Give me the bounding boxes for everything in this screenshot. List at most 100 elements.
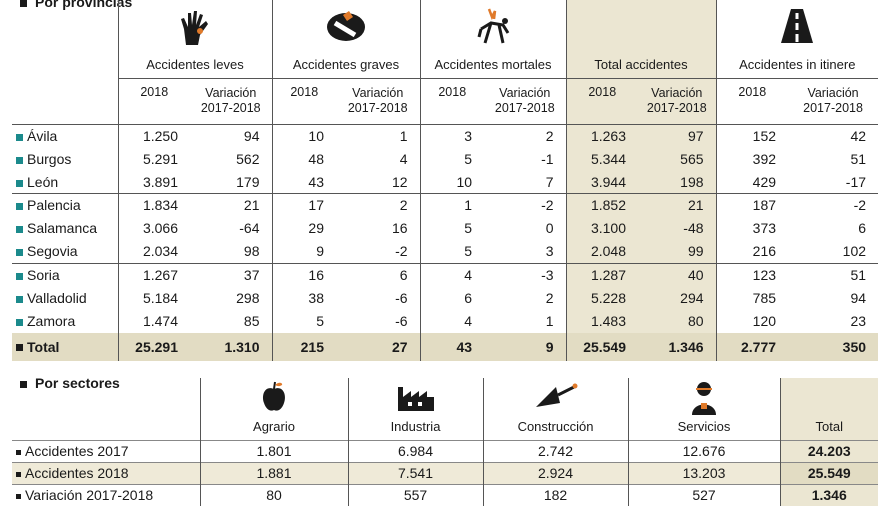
bandage-icon (327, 10, 365, 41)
cell-value: 25.549 (779, 461, 878, 484)
cell-value: 6.984 (347, 439, 483, 462)
cell-value: 3 (545, 243, 554, 260)
cell-value: 21 (190, 193, 272, 217)
province-name: Valladolid (12, 286, 118, 309)
table-row: León 3.891 179 43 12 10 7 3.944 198 429 -17 (12, 170, 878, 194)
sector-header-agrario: Agrario (199, 378, 348, 440)
sector-header-row: Agrario Industria Construcción (12, 378, 878, 440)
cell-value: 527 (627, 483, 780, 506)
bullet-square (16, 295, 23, 303)
cell-value: -2 (395, 243, 408, 260)
sub-header-var: Variación 2017-2018 (190, 77, 272, 124)
cell-value: 40 (638, 262, 717, 287)
cell-value: 38 (271, 286, 336, 310)
cell-value: 2.777 (715, 332, 789, 361)
group-header-row: Accidentes leves Accidentes graves Accid… (12, 0, 879, 78)
cell-value: 29 (271, 216, 336, 240)
cell-value: 5.228 (565, 286, 639, 310)
cell-value: 1.834 (117, 193, 190, 217)
cell-value: 24.203 (779, 439, 878, 462)
cell-value: 1 (545, 313, 554, 330)
cell-value: 4 (419, 262, 485, 287)
cell-value: 1.801 (199, 439, 348, 462)
cell-value: 1.250 (117, 123, 190, 148)
cell-value: -3 (484, 262, 567, 287)
provincias-table: Accidentes leves Accidentes graves Accid… (12, 0, 879, 361)
cell-value: 216 (715, 239, 789, 264)
cell-value: -64 (239, 220, 260, 237)
cell-value: 51 (850, 150, 867, 167)
cell-value: 80 (199, 483, 348, 506)
group-header-total: Total accidentes (565, 0, 717, 78)
sub-header-year: 2018 (715, 77, 789, 124)
sectores-table: Agrario Industria Construcción (12, 378, 878, 506)
total-row: Total 25.291 1.310 215 27 43 9 25.549 1.346 2.777… (12, 332, 879, 361)
cell-value: 99 (638, 239, 717, 264)
sub-header-row: 2018 Variación 2017-2018 2018 Variación 20… (12, 77, 879, 124)
cell-value: 785 (715, 286, 789, 310)
cell-value: 16 (271, 262, 336, 287)
cell-value: 1 (336, 123, 421, 148)
cell-value: 3.100 (565, 216, 639, 240)
cell-value: 4 (399, 150, 408, 167)
cell-value: 1.263 (565, 123, 639, 148)
cell-value: 43 (271, 170, 336, 194)
bullet-square (20, 0, 27, 7)
cell-value: 1 (419, 193, 485, 217)
cell-value: 0 (545, 220, 554, 237)
bullet-square (16, 203, 23, 211)
table-row: Palencia 1.834 21 17 2 1 -2 1.852 21 187 -2 (12, 193, 879, 217)
cell-value: -2 (788, 193, 879, 217)
cell-value: 37 (190, 262, 272, 287)
table-row: Variación 2017-2018 80 557 182 527 1.346 (12, 483, 878, 506)
sector-row-label: Variación 2017-2018 (12, 483, 200, 506)
group-header-leves: Accidentes leves (117, 0, 272, 78)
road-icon (781, 8, 814, 43)
cell-value: 42 (788, 123, 879, 148)
cell-value: 1.346 (779, 483, 878, 506)
cell-value: 179 (236, 173, 260, 190)
cell-value: 16 (391, 220, 408, 237)
cell-value: -6 (395, 289, 408, 306)
cell-value: 298 (236, 289, 260, 306)
cell-value: 1.267 (117, 262, 190, 287)
cell-value: 2 (545, 289, 554, 306)
factory-icon (397, 386, 434, 411)
cell-value: 5.291 (117, 147, 190, 171)
cell-value: 6 (858, 220, 867, 237)
bullet-square (16, 318, 23, 326)
cell-value: -1 (541, 150, 554, 167)
bullet-square (16, 179, 23, 187)
cell-value: 565 (638, 147, 717, 171)
sector-header-servicios: Servicios (627, 378, 780, 440)
cell-value: 10 (271, 123, 336, 148)
cell-value: 6 (419, 286, 485, 310)
worker-icon (692, 381, 716, 415)
cell-value: 350 (788, 332, 879, 361)
cell-value: 13.203 (627, 461, 780, 484)
cell-value: -17 (845, 173, 867, 190)
cell-value: 10 (419, 170, 485, 194)
cell-value: 27 (336, 332, 421, 361)
cell-value: -48 (638, 216, 717, 240)
province-name: Palencia (12, 193, 118, 217)
province-name: Salamanca (12, 217, 118, 240)
province-name: Total (12, 332, 118, 361)
cell-value: 429 (715, 170, 789, 194)
cell-value: 94 (190, 123, 272, 148)
bullet-square (16, 249, 23, 257)
sector-header-construccion: Construcción (482, 378, 628, 440)
cell-value: 215 (271, 332, 336, 361)
bullet-square (16, 344, 23, 352)
cell-value: 1.474 (117, 309, 190, 333)
trowel-icon (535, 383, 577, 407)
province-name: Zamora (12, 310, 118, 333)
cell-value: 3.891 (117, 170, 190, 194)
cell-value: 7.541 (347, 461, 483, 484)
cell-value: 152 (715, 123, 789, 148)
cell-value: 3 (419, 123, 485, 148)
cell-value: 85 (243, 313, 260, 330)
cell-value: 1.881 (199, 461, 348, 484)
table-row: Valladolid 5.184 298 38 -6 6 2 5.228 294 785 94 (12, 286, 878, 310)
province-name: León (12, 170, 118, 193)
